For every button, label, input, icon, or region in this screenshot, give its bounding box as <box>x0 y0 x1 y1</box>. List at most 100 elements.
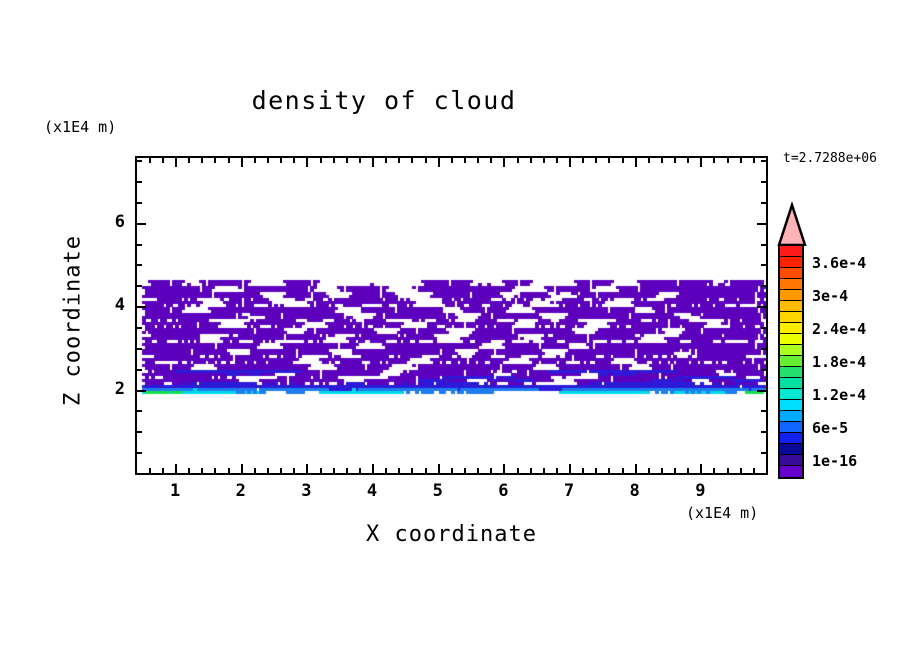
x-tick-bottom <box>306 464 309 473</box>
x-tick-label: 7 <box>563 481 575 501</box>
x-tick-top <box>660 158 663 163</box>
colorbar-band <box>780 356 802 367</box>
y-tick-right <box>761 326 766 329</box>
y-tick-right <box>761 473 766 475</box>
x-tick-top <box>437 158 440 167</box>
x-tick-label: 9 <box>695 481 706 501</box>
y-tick-left <box>137 201 142 204</box>
colorbar-band <box>780 345 802 356</box>
colorbar-band <box>780 312 802 323</box>
colorbar-band <box>780 455 802 466</box>
x-tick-top <box>267 158 269 163</box>
colorbar-tick-label: 1.8e-4 <box>812 352 867 371</box>
colorbar-bands <box>778 244 804 479</box>
x-tick-bottom <box>161 468 164 473</box>
colorbar-band <box>780 422 802 433</box>
x-tick-bottom <box>398 468 401 473</box>
x-tick-bottom <box>674 468 677 473</box>
y-tick-left <box>137 326 142 329</box>
x-tick-top <box>477 158 480 163</box>
x-tick-bottom <box>503 464 506 473</box>
x-tick-top <box>332 158 335 163</box>
x-tick-top <box>634 158 637 167</box>
y-tick-left <box>137 222 146 225</box>
y-tick-left <box>137 180 142 183</box>
y-tick-left <box>137 452 142 455</box>
x-tick-top <box>306 158 309 167</box>
x-tick-bottom <box>529 468 532 473</box>
x-tick-top <box>621 158 624 163</box>
x-tick-bottom <box>385 468 388 473</box>
colorbar-band <box>780 400 802 411</box>
colorbar-band <box>780 246 802 257</box>
x-tick-bottom <box>608 468 611 473</box>
colorbar-band <box>780 257 802 268</box>
x-tick-bottom <box>319 468 322 473</box>
y-tick-left <box>137 243 142 246</box>
x-tick-top <box>766 158 768 163</box>
y-tick-left <box>137 368 142 371</box>
contour-field <box>139 160 766 473</box>
colorbar-tick-label: 2.4e-4 <box>812 319 867 338</box>
x-tick-bottom <box>595 468 598 473</box>
x-tick-bottom <box>766 468 768 473</box>
x-tick-top <box>555 158 558 163</box>
x-tick-bottom <box>253 468 256 473</box>
plot-title: density of cloud <box>251 86 517 115</box>
y-tick-right <box>761 264 766 267</box>
y-tick-right <box>757 222 766 225</box>
colorbar-band <box>780 334 802 345</box>
x-tick-bottom <box>647 468 650 473</box>
x-tick-bottom <box>621 468 624 473</box>
x-tick-top <box>253 158 256 163</box>
x-tick-bottom <box>726 468 729 473</box>
x-tick-bottom <box>490 468 493 473</box>
x-tick-top <box>687 158 690 163</box>
colorbar-band <box>780 466 802 477</box>
colorbar-band <box>780 389 802 400</box>
x-tick-label: 2 <box>235 481 246 501</box>
x-tick-bottom <box>634 464 637 473</box>
x-tick-label: 8 <box>629 481 640 501</box>
x-tick-top <box>503 158 506 167</box>
x-tick-top <box>398 158 401 163</box>
y-tick-right <box>761 285 766 288</box>
x-tick-bottom <box>214 468 217 473</box>
x-tick-top <box>280 158 283 163</box>
x-tick-bottom <box>227 468 230 473</box>
x-axis-unit-label: (x1E4 m) <box>686 504 759 522</box>
colorbar-band <box>780 444 802 455</box>
y-axis-unit-label: (x1E4 m) <box>44 118 117 136</box>
x-tick-bottom <box>516 468 519 473</box>
colorbar-band <box>780 411 802 422</box>
x-tick-top <box>227 158 230 163</box>
y-tick-right <box>761 160 766 163</box>
x-tick-top <box>175 158 178 167</box>
x-tick-bottom <box>372 464 375 473</box>
x-tick-bottom <box>542 468 545 473</box>
x-tick-bottom <box>411 468 414 473</box>
x-tick-top <box>569 158 572 167</box>
colorbar-band <box>780 290 802 301</box>
x-tick-bottom <box>713 468 716 473</box>
y-tick-right <box>761 243 766 246</box>
x-tick-bottom <box>660 468 663 473</box>
x-tick-bottom <box>463 468 466 473</box>
x-tick-top <box>372 158 375 167</box>
colorbar-band <box>780 367 802 378</box>
x-tick-top <box>214 158 217 163</box>
x-tick-top <box>201 158 204 163</box>
x-tick-bottom <box>437 464 440 473</box>
x-tick-top <box>739 158 742 163</box>
x-tick-top <box>188 158 191 163</box>
colorbar-band <box>780 378 802 389</box>
x-tick-bottom <box>201 468 204 473</box>
x-tick-bottom <box>148 468 151 473</box>
x-tick-top <box>582 158 585 163</box>
x-tick-top <box>490 158 493 163</box>
x-tick-top <box>726 158 729 163</box>
x-tick-bottom <box>240 464 243 473</box>
x-tick-top <box>293 158 296 163</box>
x-tick-top <box>595 158 598 163</box>
